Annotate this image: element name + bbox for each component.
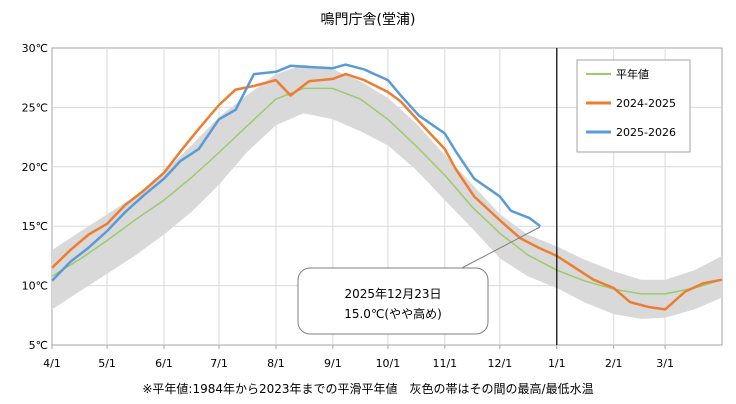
x-tick-label: 12/1: [488, 357, 513, 370]
x-tick-label: 11/1: [432, 357, 457, 370]
x-tick-label: 7/1: [210, 357, 228, 370]
x-axis: 4/1 5/1 6/1 7/1 8/1 9/1 10/1 11/1 12/1 1/1 2/1 3/1: [43, 345, 674, 370]
x-tick-label: 2/1: [605, 357, 623, 370]
y-tick-label: 30℃: [22, 42, 48, 55]
legend-label-2025-2026: 2025-2026: [616, 126, 676, 139]
y-tick-label: 15℃: [22, 220, 48, 233]
y-tick-label: 10℃: [22, 280, 48, 293]
series-2025-2026-line: [51, 63, 542, 282]
legend: 平年値 2024-2025 2025-2026: [576, 59, 691, 153]
y-tick-label: 25℃: [22, 101, 48, 114]
legend-box: [576, 59, 691, 153]
legend-label-2024-2025: 2024-2025: [616, 97, 676, 110]
callout-pointer: [457, 226, 541, 271]
x-tick-label: 1/1: [548, 357, 566, 370]
y-axis: 5℃ 10℃ 15℃ 20℃ 25℃ 30℃: [22, 42, 48, 352]
y-tick-label: 20℃: [22, 161, 48, 174]
series-2024-2025-line: [51, 72, 723, 311]
x-tick-label: 10/1: [376, 357, 401, 370]
callout: 2025年12月23日 15.0℃(やや高め): [297, 226, 541, 335]
x-tick-label: 8/1: [267, 357, 285, 370]
x-tick-label: 3/1: [656, 357, 674, 370]
x-tick-label: 5/1: [98, 357, 116, 370]
chart-title: 鳴門庁舎(堂浦): [321, 12, 416, 28]
x-tick-label: 6/1: [155, 357, 173, 370]
callout-value: 15.0℃(やや高め): [344, 306, 442, 321]
legend-label-normal: 平年値: [616, 67, 649, 81]
callout-date: 2025年12月23日: [344, 287, 441, 301]
footnote: ※平年値:1984年から2023年までの平滑平年値 灰色の帯はその間の最高/最低…: [142, 381, 593, 396]
callout-box: [297, 267, 489, 335]
y-tick-label: 5℃: [29, 339, 48, 352]
x-tick-label: 4/1: [43, 357, 61, 370]
x-tick-label: 9/1: [324, 357, 342, 370]
series-layer: [51, 63, 723, 311]
